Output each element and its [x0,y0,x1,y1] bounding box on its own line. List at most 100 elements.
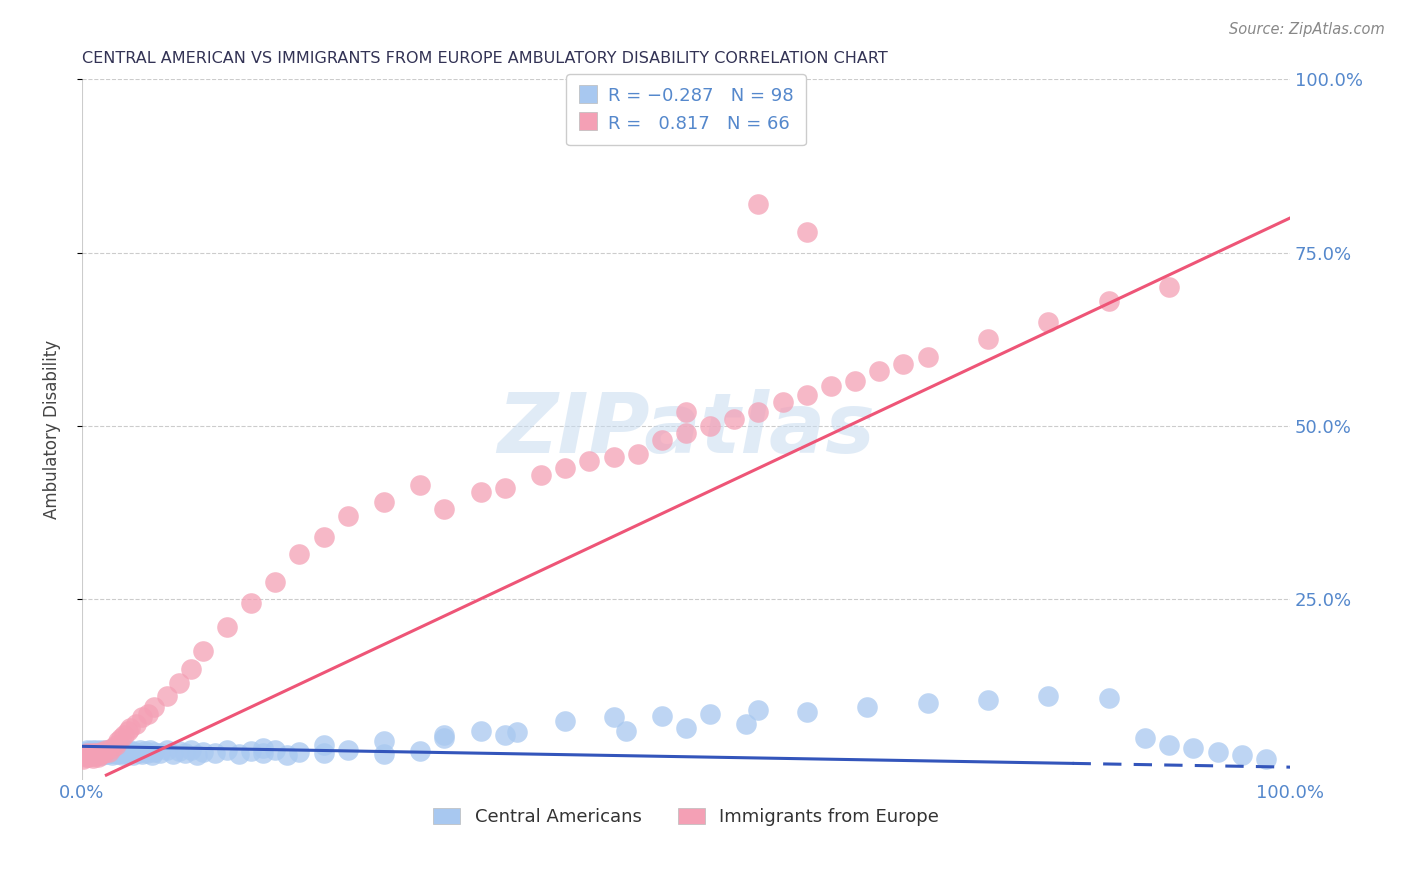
Point [167,675,190,690]
Point [433,502,456,516]
Point [191,644,214,658]
Point [893,357,915,371]
Point [312,746,335,760]
Point [373,747,395,761]
Point [506,725,529,739]
Point [228,747,250,761]
Point [76,746,98,760]
Point [312,530,335,544]
Y-axis label: Ambulatory Disability: Ambulatory Disability [44,340,60,519]
Point [772,394,794,409]
Point [530,467,553,482]
Point [90,745,112,759]
Point [675,405,697,419]
Point [98,746,121,760]
Point [121,747,143,762]
Point [72,752,94,766]
Point [110,743,132,757]
Point [1133,731,1156,745]
Point [87,747,110,761]
Point [1038,315,1060,329]
Point [288,745,311,759]
Point [94,743,117,757]
Point [94,746,117,760]
Point [240,596,263,610]
Point [276,747,298,762]
Point [796,705,818,719]
Point [131,710,153,724]
Point [409,744,432,758]
Point [1159,738,1181,752]
Point [131,747,153,761]
Point [470,484,492,499]
Point [155,743,177,757]
Point [82,747,104,762]
Point [83,747,105,762]
Point [180,743,202,757]
Point [84,746,107,760]
Point [101,741,124,756]
Point [373,495,395,509]
Point [141,747,163,762]
Point [747,703,769,717]
Point [602,450,624,465]
Point [86,749,108,764]
Point [699,706,721,721]
Point [494,727,516,741]
Point [117,744,139,758]
Point [215,620,238,634]
Point [470,724,492,739]
Point [735,717,758,731]
Point [104,738,127,752]
Point [1098,294,1121,309]
Point [97,744,120,758]
Point [1038,690,1060,704]
Point [134,744,156,758]
Point [86,746,108,760]
Point [336,509,359,524]
Point [124,745,146,759]
Point [77,744,100,758]
Point [79,746,101,760]
Point [89,746,111,760]
Point [554,714,576,728]
Point [110,731,132,745]
Point [138,743,160,757]
Point [93,746,115,760]
Point [675,721,697,735]
Point [602,710,624,724]
Point [77,749,100,764]
Text: CENTRAL AMERICAN VS IMMIGRANTS FROM EUROPE AMBULATORY DISABILITY CORRELATION CHA: CENTRAL AMERICAN VS IMMIGRANTS FROM EURO… [82,51,887,66]
Point [86,743,108,757]
Point [204,746,226,760]
Point [94,743,117,757]
Point [1230,748,1253,763]
Point [856,699,879,714]
Point [409,478,432,492]
Point [252,746,274,760]
Text: ZIPatlas: ZIPatlas [498,389,875,470]
Point [977,693,1000,707]
Point [105,747,128,761]
Point [264,743,287,757]
Point [75,750,97,764]
Point [80,746,103,760]
Point [288,547,311,561]
Point [120,743,142,757]
Point [614,724,637,739]
Point [75,746,97,760]
Point [796,225,818,239]
Point [112,746,135,760]
Point [215,743,238,757]
Point [796,388,818,402]
Point [162,747,184,761]
Point [264,574,287,589]
Point [747,197,769,211]
Point [107,744,129,758]
Point [747,405,769,419]
Point [1206,745,1229,759]
Point [433,727,456,741]
Point [73,745,96,759]
Legend: Central Americans, Immigrants from Europe: Central Americans, Immigrants from Europ… [426,801,946,834]
Point [100,743,122,757]
